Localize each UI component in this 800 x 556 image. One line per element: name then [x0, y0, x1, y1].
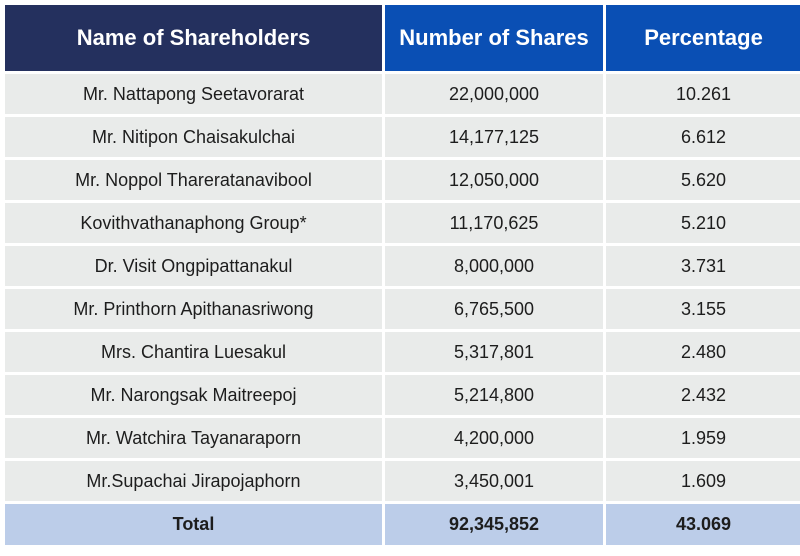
total-percentage: 43.069	[606, 504, 800, 545]
shares-count: 8,000,000	[385, 246, 603, 286]
shareholder-name: Mr. Narongsak Maitreepoj	[5, 375, 382, 415]
shares-count: 6,765,500	[385, 289, 603, 329]
shares-count: 5,214,800	[385, 375, 603, 415]
table-row: Dr. Visit Ongpipattanakul 8,000,000 3.73…	[5, 246, 800, 286]
table-row: Mr. Narongsak Maitreepoj 5,214,800 2.432	[5, 375, 800, 415]
shareholder-name: Mr.Supachai Jirapojaphorn	[5, 461, 382, 501]
header-number-of-shares: Number of Shares	[385, 5, 603, 71]
share-percentage: 1.609	[606, 461, 800, 501]
share-percentage: 5.210	[606, 203, 800, 243]
share-percentage: 2.432	[606, 375, 800, 415]
table-row: Mr. Nattapong Seetavorarat 22,000,000 10…	[5, 74, 800, 114]
shareholder-name: Mr. Nitipon Chaisakulchai	[5, 117, 382, 157]
table-row: Mr. Nitipon Chaisakulchai 14,177,125 6.6…	[5, 117, 800, 157]
share-percentage: 6.612	[606, 117, 800, 157]
shareholder-name: Mr. Printhorn Apithanasriwong	[5, 289, 382, 329]
share-percentage: 3.155	[606, 289, 800, 329]
table-row: Mr. Watchira Tayanaraporn 4,200,000 1.95…	[5, 418, 800, 458]
table-row: Mr. Noppol Thareratanavibool 12,050,000 …	[5, 160, 800, 200]
shareholders-table: Name of Shareholders Number of Shares Pe…	[2, 2, 800, 548]
header-name-of-shareholders: Name of Shareholders	[5, 5, 382, 71]
shares-count: 3,450,001	[385, 461, 603, 501]
table-row: Mr.Supachai Jirapojaphorn 3,450,001 1.60…	[5, 461, 800, 501]
shares-count: 5,317,801	[385, 332, 603, 372]
share-percentage: 1.959	[606, 418, 800, 458]
shareholder-name: Dr. Visit Ongpipattanakul	[5, 246, 382, 286]
shareholder-name: Kovithvathanaphong Group*	[5, 203, 382, 243]
share-percentage: 3.731	[606, 246, 800, 286]
shareholder-name: Mr. Noppol Thareratanavibool	[5, 160, 382, 200]
shares-count: 11,170,625	[385, 203, 603, 243]
shareholders-table-container: Name of Shareholders Number of Shares Pe…	[5, 5, 800, 551]
total-label: Total	[5, 504, 382, 545]
shares-count: 22,000,000	[385, 74, 603, 114]
header-percentage: Percentage	[606, 5, 800, 71]
share-percentage: 5.620	[606, 160, 800, 200]
share-percentage: 2.480	[606, 332, 800, 372]
shares-count: 4,200,000	[385, 418, 603, 458]
shareholder-name: Mrs. Chantira Luesakul	[5, 332, 382, 372]
table-row: Mr. Printhorn Apithanasriwong 6,765,500 …	[5, 289, 800, 329]
table-row: Kovithvathanaphong Group* 11,170,625 5.2…	[5, 203, 800, 243]
table-total-row: Total 92,345,852 43.069	[5, 504, 800, 545]
shareholder-name: Mr. Watchira Tayanaraporn	[5, 418, 382, 458]
share-percentage: 10.261	[606, 74, 800, 114]
shares-count: 14,177,125	[385, 117, 603, 157]
table-row: Mrs. Chantira Luesakul 5,317,801 2.480	[5, 332, 800, 372]
shareholder-name: Mr. Nattapong Seetavorarat	[5, 74, 382, 114]
table-header-row: Name of Shareholders Number of Shares Pe…	[5, 5, 800, 71]
shares-count: 12,050,000	[385, 160, 603, 200]
total-shares: 92,345,852	[385, 504, 603, 545]
